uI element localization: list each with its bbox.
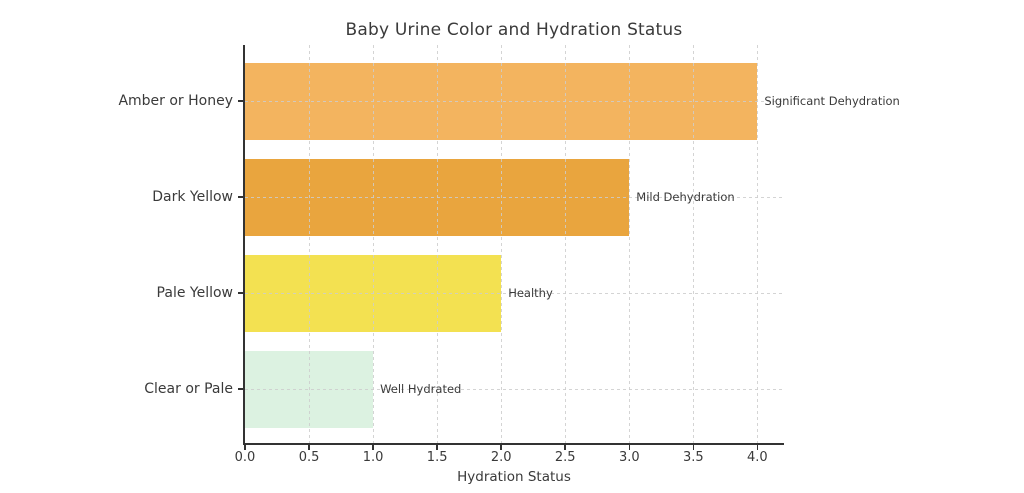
x-gridline	[693, 45, 695, 443]
y-gridline	[245, 293, 783, 294]
x-gridline	[565, 45, 567, 443]
x-tick-label: 2.5	[554, 450, 576, 465]
y-tick-label: Pale Yellow	[156, 285, 233, 301]
bar-annotation: Significant Dehydration	[764, 94, 900, 108]
plot-area: Significant Dehydration Mild Dehydration H…	[245, 45, 900, 443]
x-gridline	[437, 45, 439, 443]
x-tick-label: 1.0	[362, 450, 384, 465]
y-tick-mark	[238, 196, 243, 198]
y-tick-mark	[238, 292, 243, 294]
x-tick-mark	[308, 445, 310, 450]
x-tick-label: 3.0	[618, 450, 640, 465]
x-tick-mark	[436, 445, 438, 450]
y-tick-label: Clear or Pale	[144, 381, 233, 397]
x-tick-label: 0.0	[234, 450, 256, 465]
x-tick-mark	[372, 445, 374, 450]
y-gridline	[245, 101, 783, 102]
y-tick-label: Amber or Honey	[118, 93, 233, 109]
y-tick-label: Dark Yellow	[152, 189, 233, 205]
x-gridline	[757, 45, 759, 443]
x-tick-mark	[756, 445, 759, 450]
bar-annotation: Healthy	[508, 286, 553, 300]
x-gridline	[501, 45, 503, 443]
x-tick-label: 3.5	[682, 450, 704, 465]
y-gridline	[245, 197, 783, 198]
bar-annotation: Well Hydrated	[380, 382, 462, 396]
x-tick-label: 0.5	[298, 450, 320, 465]
x-tick-mark	[628, 445, 631, 450]
y-axis-spine	[243, 45, 245, 445]
bar-annotation: Mild Dehydration	[636, 190, 735, 204]
x-tick-label: 4.0	[747, 450, 768, 465]
y-gridline	[245, 389, 783, 390]
chart-title: Baby Urine Color and Hydration Status	[345, 20, 683, 40]
x-gridline	[309, 45, 311, 443]
x-gridline	[629, 45, 631, 443]
x-tick-label: 2.0	[490, 450, 512, 465]
x-tick-mark	[244, 445, 246, 450]
x-tick-mark	[692, 445, 695, 450]
x-gridline	[373, 45, 375, 443]
y-tick-mark	[238, 388, 243, 390]
x-axis-label: Hydration Status	[457, 469, 571, 485]
x-tick-mark	[564, 445, 566, 450]
x-tick-label: 1.5	[426, 450, 448, 465]
y-tick-mark	[238, 100, 243, 102]
x-axis-spine	[243, 443, 784, 445]
x-tick-mark	[500, 445, 502, 450]
